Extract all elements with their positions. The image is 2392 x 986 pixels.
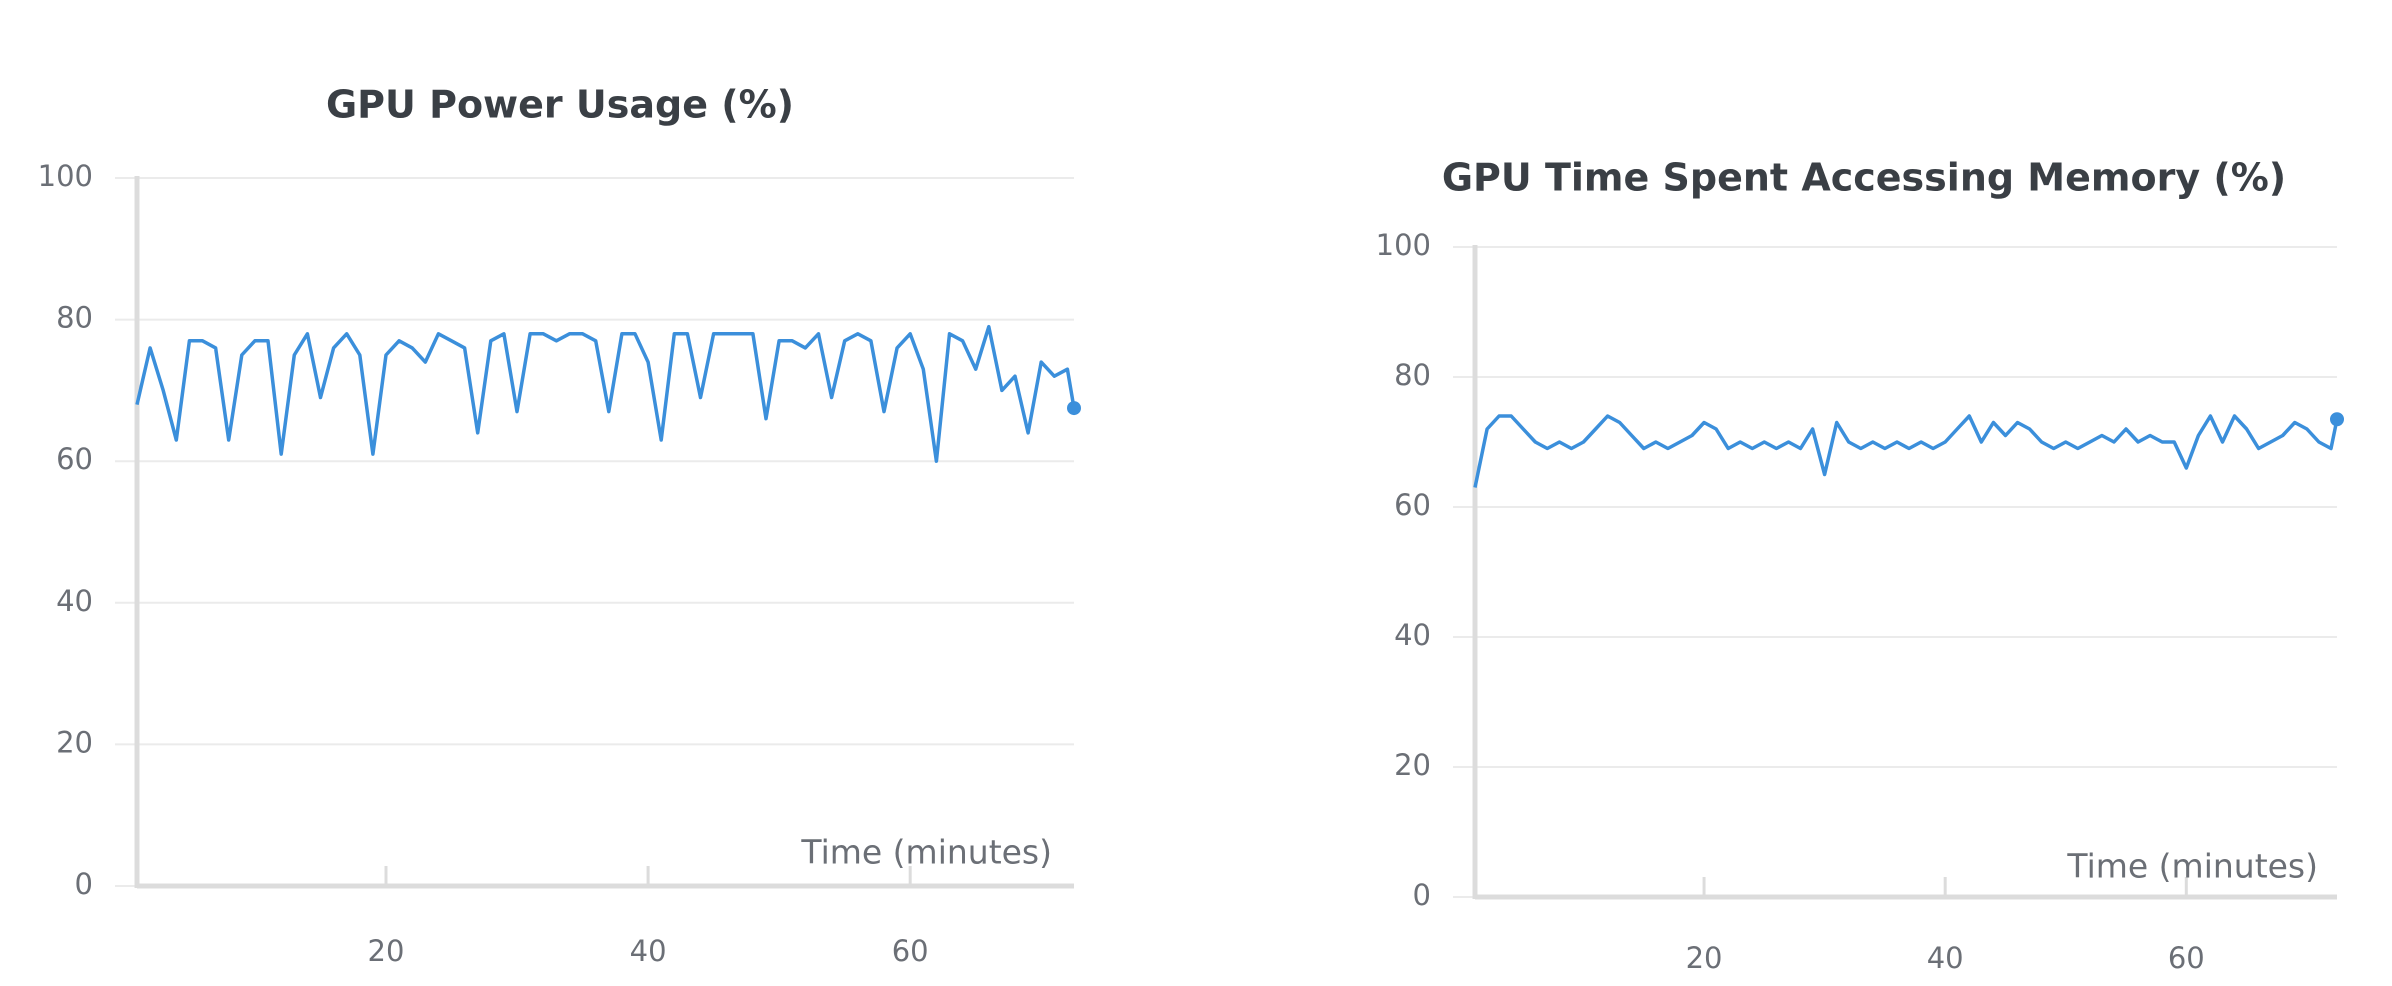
x-tick-label: 40 — [630, 934, 667, 968]
y-tick-label: 20 — [1394, 748, 1431, 782]
chart-title: GPU Time Spent Accessing Memory (%) — [1442, 156, 2286, 200]
x-tick-label: 60 — [2168, 941, 2205, 975]
last-point — [1067, 401, 1081, 416]
x-tick-label: 60 — [892, 934, 929, 968]
x-tick-label: 20 — [1686, 941, 1723, 975]
x-tick-label: 20 — [368, 934, 405, 968]
y-tick-label: 40 — [1394, 618, 1431, 652]
y-tick-label: 60 — [56, 442, 93, 476]
y-tick-label: 0 — [75, 867, 93, 901]
y-tick-label: 20 — [56, 725, 93, 759]
y-tick-label: 0 — [1413, 878, 1431, 912]
last-point — [2330, 412, 2344, 427]
data-line — [135, 324, 1076, 463]
y-tick-label: 60 — [1394, 488, 1431, 522]
y-tick-label: 100 — [38, 159, 93, 193]
data-line — [1473, 414, 2339, 488]
y-tick-label: 80 — [1394, 358, 1431, 392]
y-tick-label: 80 — [56, 301, 93, 335]
y-tick-label: 40 — [56, 584, 93, 618]
x-tick-label: 40 — [1927, 941, 1964, 975]
x-axis-label: Time (minutes) — [800, 833, 1052, 872]
x-axis-label: Time (minutes) — [2066, 847, 2318, 886]
chart-title: GPU Power Usage (%) — [326, 83, 794, 127]
y-tick-label: 100 — [1376, 228, 1431, 262]
